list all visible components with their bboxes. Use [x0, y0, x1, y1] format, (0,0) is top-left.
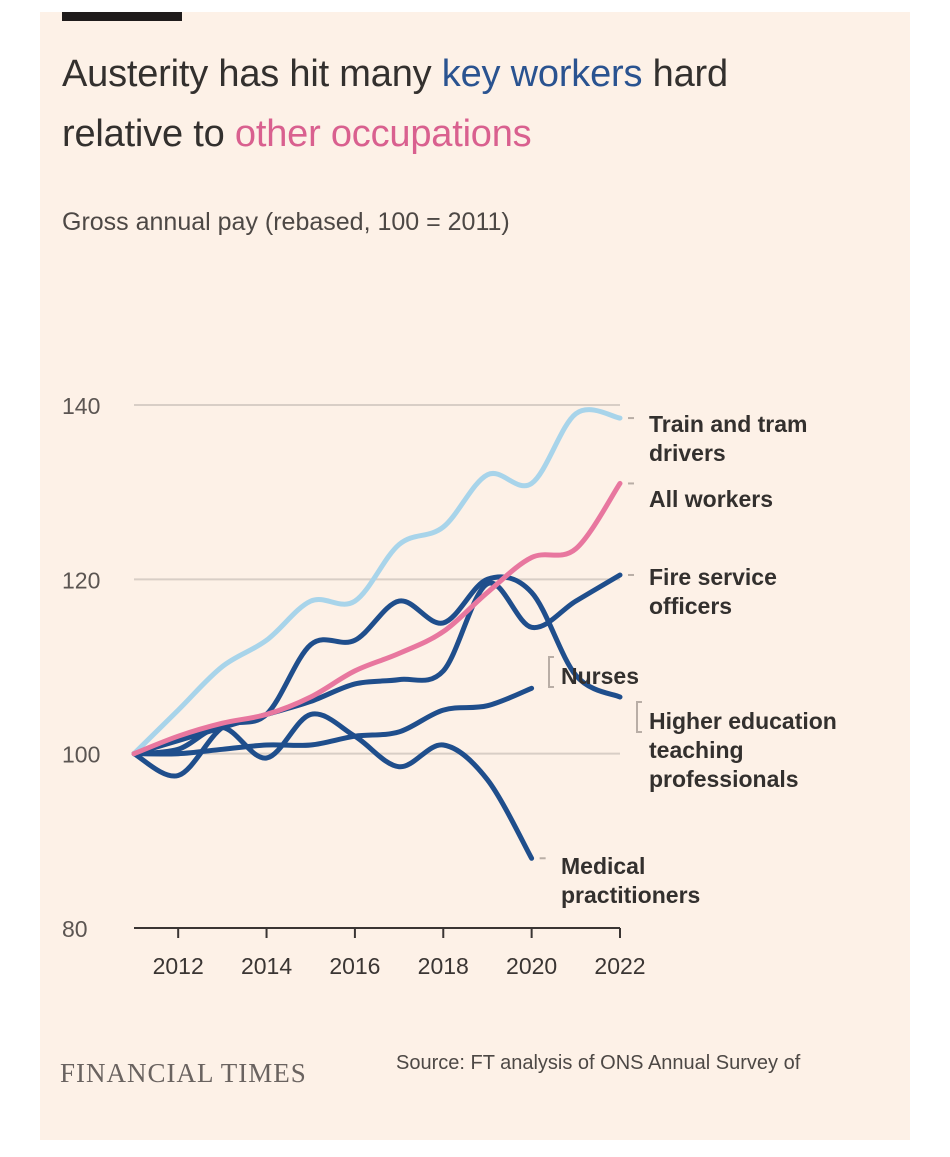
chart-card: [40, 12, 910, 1140]
series-label-fire-service-officers-line-1: Fire service: [649, 564, 777, 590]
series-label-train-and-tram-drivers-line-2: drivers: [649, 440, 726, 466]
y-tick-label-140: 140: [62, 393, 100, 419]
financial-times-logo: FINANCIAL TIMES: [60, 1058, 307, 1084]
chart-title: Austerity has hit many key workers hard …: [62, 44, 902, 164]
series-line-train-and-tram-drivers: [131, 407, 623, 757]
title-other-occupations: other occupations: [234, 113, 532, 155]
series-label-train-and-tram-drivers-line-1: Train and tram: [649, 411, 807, 437]
series-label-medical-practitioners-line-2: practitioners: [561, 882, 700, 908]
y-tick-label-120: 120: [62, 567, 100, 593]
series-label-all-workers-line-1: All workers: [649, 486, 773, 512]
series-label-medical-practitioners-line-1: Medical: [561, 853, 645, 879]
y-tick-label-80: 80: [62, 916, 88, 942]
x-tick-label-2020: 2020: [506, 953, 557, 979]
title-part-2: hard: [642, 53, 728, 95]
x-tick-label-2022: 2022: [594, 953, 645, 979]
series-label-nurses-line-1: Nurses: [561, 663, 639, 689]
title-part-3: relative to: [62, 113, 235, 155]
label-bracket-higher-education-teaching-professionals: [636, 701, 642, 733]
series-label-higher-education-teaching-professionals-line-3: professionals: [649, 766, 799, 792]
chart-subtitle: Gross annual pay (rebased, 100 = 2011): [62, 208, 510, 236]
x-tick-label-2018: 2018: [418, 953, 469, 979]
series-label-higher-education-teaching-professionals-line-1: Higher education: [649, 708, 837, 734]
series-line-higher-education-teaching-professionals: [131, 574, 623, 779]
source-note: Source: FT analysis of ONS Annual Survey…: [396, 1052, 801, 1074]
y-tick-label-100: 100: [62, 742, 100, 768]
series-line-all-workers: [131, 480, 623, 757]
header-accent-bar: [62, 12, 182, 21]
label-bracket-nurses: [548, 656, 554, 688]
series-label-higher-education-teaching-professionals-line-2: teaching: [649, 737, 744, 763]
title-part-1: Austerity has hit many: [62, 53, 442, 95]
series-label-fire-service-officers-line-2: officers: [649, 593, 732, 619]
x-tick-label-2012: 2012: [153, 953, 204, 979]
x-tick-label-2014: 2014: [241, 953, 292, 979]
title-key-workers: key workers: [441, 53, 643, 95]
x-tick-label-2016: 2016: [329, 953, 380, 979]
